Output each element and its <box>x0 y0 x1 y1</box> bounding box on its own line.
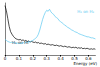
svg-text:0.6: 0.6 <box>85 56 92 61</box>
svg-text:0.3: 0.3 <box>44 56 51 61</box>
svg-text:0.5: 0.5 <box>71 56 78 61</box>
svg-text:0: 0 <box>4 56 7 61</box>
svg-text:Energy (eV): Energy (eV) <box>73 61 97 66</box>
svg-text:0.2: 0.2 <box>30 56 37 61</box>
svg-text:H₂ on Hf: H₂ on Hf <box>12 39 29 45</box>
svg-text:0.4: 0.4 <box>57 56 64 61</box>
svg-text:0.1: 0.1 <box>16 56 23 61</box>
svg-text:H₂ on H₂: H₂ on H₂ <box>77 9 94 14</box>
